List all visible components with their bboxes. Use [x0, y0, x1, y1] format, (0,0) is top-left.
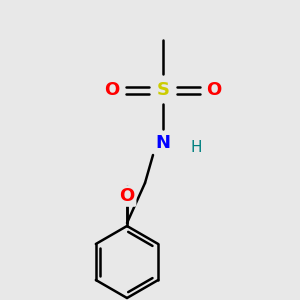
Text: N: N [155, 134, 170, 152]
Text: O: O [119, 187, 135, 205]
Text: O: O [206, 81, 222, 99]
Text: O: O [104, 81, 120, 99]
Text: S: S [157, 81, 169, 99]
Text: H: H [190, 140, 202, 155]
